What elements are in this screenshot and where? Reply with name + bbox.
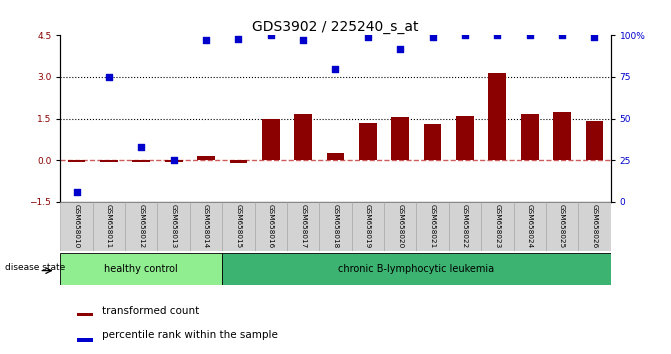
Title: GDS3902 / 225240_s_at: GDS3902 / 225240_s_at	[252, 21, 419, 34]
Bar	[423, 124, 442, 160]
Bar	[481, 202, 513, 251]
Bar	[190, 202, 222, 251]
Text: GSM658011: GSM658011	[106, 204, 112, 249]
Bar	[294, 114, 312, 160]
Bar	[254, 202, 287, 251]
Text: GSM658021: GSM658021	[429, 204, 435, 249]
Bar	[100, 160, 118, 161]
Text: GSM658018: GSM658018	[333, 204, 338, 249]
Bar	[93, 202, 125, 251]
Point	[524, 33, 535, 38]
Bar	[417, 202, 449, 251]
Text: GSM658016: GSM658016	[268, 204, 274, 249]
Bar	[488, 73, 506, 160]
Bar	[553, 112, 571, 160]
Bar	[68, 160, 85, 161]
Text: GSM658013: GSM658013	[170, 204, 176, 249]
Point	[460, 33, 470, 38]
Text: chronic B-lymphocytic leukemia: chronic B-lymphocytic leukemia	[338, 264, 495, 274]
Text: GSM658023: GSM658023	[495, 204, 501, 249]
Text: GSM658025: GSM658025	[559, 204, 565, 249]
Bar	[125, 202, 158, 251]
Bar	[449, 202, 481, 251]
Point	[395, 46, 405, 52]
Text: GSM658015: GSM658015	[236, 204, 242, 249]
Text: GSM658012: GSM658012	[138, 204, 144, 249]
Bar	[391, 117, 409, 160]
Bar	[546, 202, 578, 251]
Bar	[327, 153, 344, 160]
Bar	[319, 202, 352, 251]
Bar	[165, 160, 183, 161]
Text: healthy control: healthy control	[105, 264, 178, 274]
Bar	[384, 202, 417, 251]
Bar	[197, 156, 215, 160]
Text: percentile rank within the sample: percentile rank within the sample	[102, 330, 278, 339]
Bar	[586, 121, 603, 160]
Text: GSM658022: GSM658022	[462, 204, 468, 249]
Bar	[513, 202, 546, 251]
Point	[330, 66, 341, 72]
Text: GSM658014: GSM658014	[203, 204, 209, 249]
Text: GSM658026: GSM658026	[591, 204, 597, 249]
Bar	[60, 202, 93, 251]
Point	[168, 157, 179, 163]
Bar	[229, 160, 248, 163]
Text: GSM658010: GSM658010	[74, 204, 80, 249]
Bar	[77, 338, 93, 342]
Bar	[158, 202, 190, 251]
Point	[233, 36, 244, 41]
Text: disease state: disease state	[5, 263, 65, 272]
Bar	[77, 313, 93, 316]
Bar	[132, 160, 150, 161]
Bar	[222, 202, 254, 251]
Bar	[578, 202, 611, 251]
Text: GSM658020: GSM658020	[397, 204, 403, 249]
Point	[136, 144, 147, 150]
Bar	[262, 119, 280, 160]
Bar	[60, 253, 222, 285]
Point	[201, 38, 211, 43]
Point	[298, 38, 309, 43]
Point	[362, 34, 373, 40]
Point	[492, 33, 503, 38]
Text: GSM658017: GSM658017	[300, 204, 306, 249]
Point	[103, 74, 114, 80]
Bar	[287, 202, 319, 251]
Bar	[456, 116, 474, 160]
Point	[71, 189, 82, 195]
Point	[266, 33, 276, 38]
Text: GSM658019: GSM658019	[365, 204, 371, 249]
Point	[589, 34, 600, 40]
Bar	[222, 253, 611, 285]
Bar	[352, 202, 384, 251]
Point	[557, 33, 568, 38]
Bar	[521, 114, 539, 160]
Text: GSM658024: GSM658024	[527, 204, 533, 249]
Bar	[359, 123, 376, 160]
Text: transformed count: transformed count	[102, 306, 199, 316]
Point	[427, 34, 438, 40]
